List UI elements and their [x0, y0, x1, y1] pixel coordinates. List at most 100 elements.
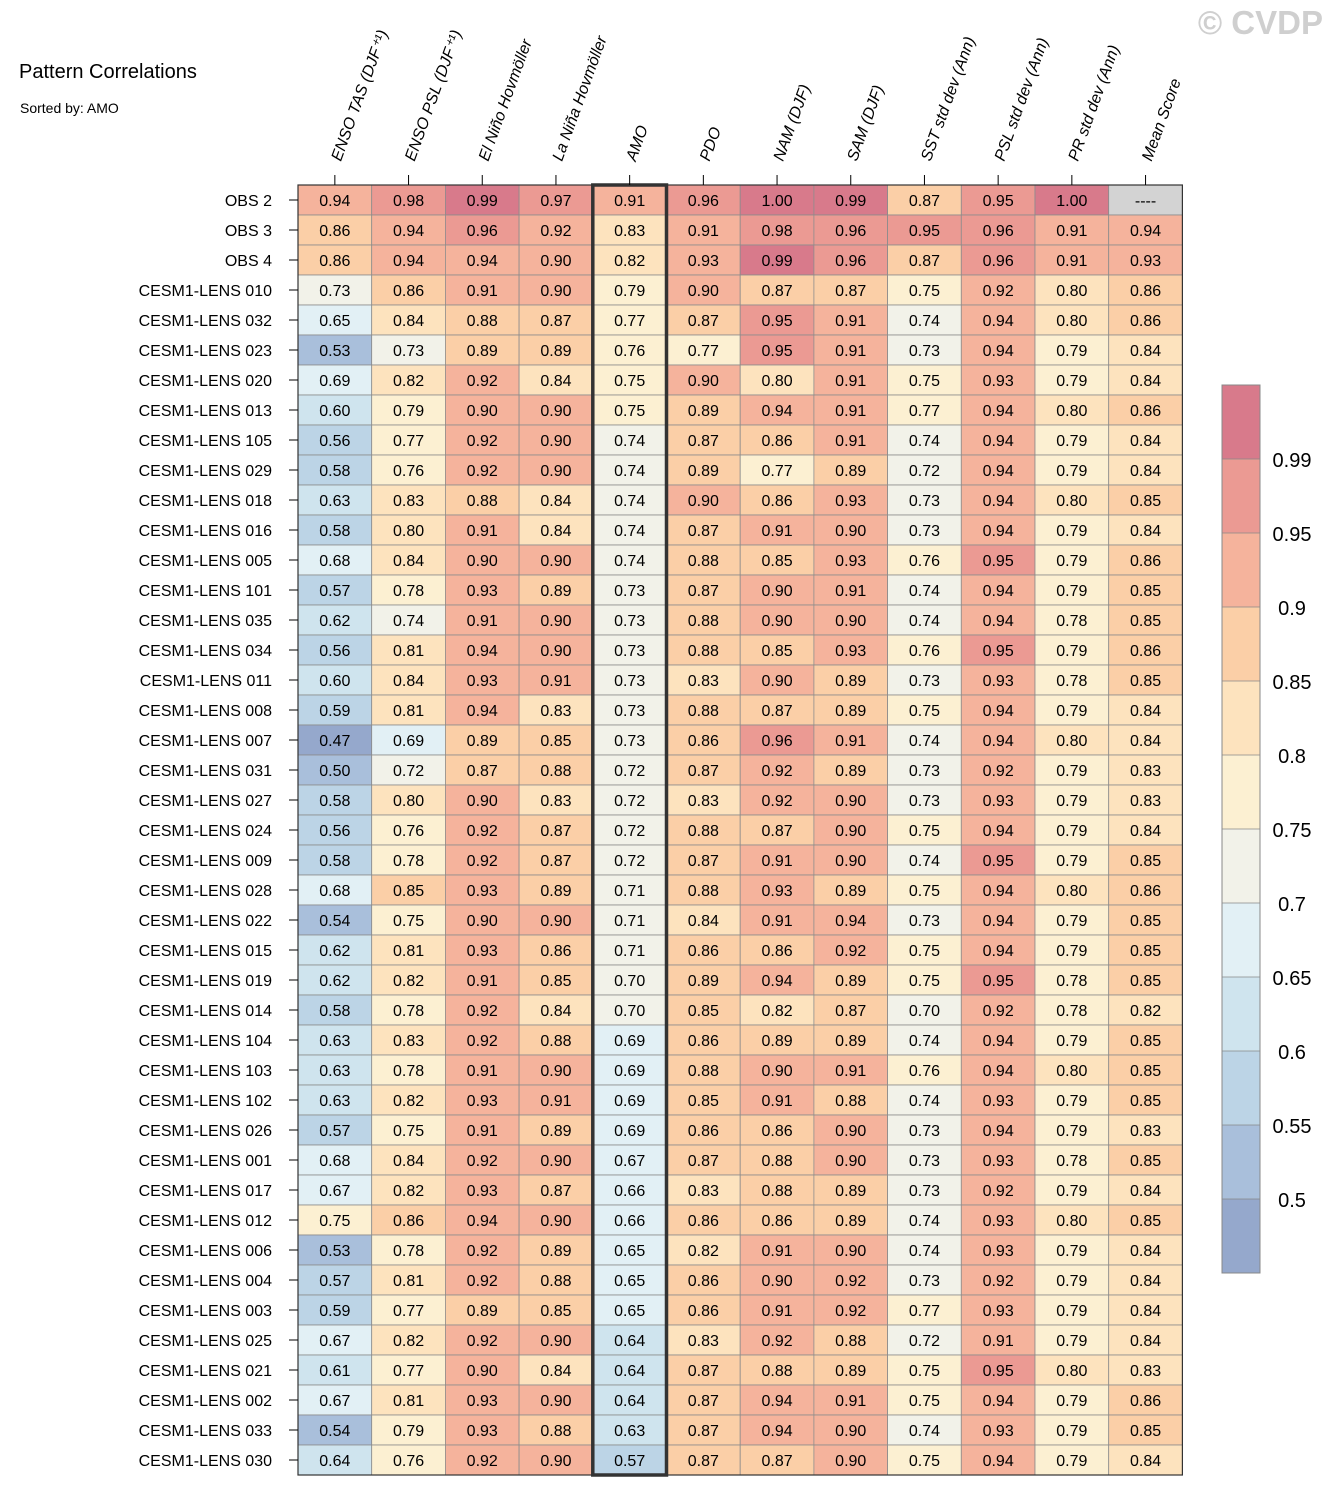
heatmap-cell: [444, 1294, 520, 1326]
cell-value-label: 0.75: [909, 283, 940, 300]
heatmap-cell: [1108, 304, 1183, 336]
heatmap-cell: [371, 1234, 446, 1266]
cell-value-label: 0.90: [761, 673, 792, 690]
heatmap-cell: [960, 424, 1036, 456]
cell-value-label: 0.97: [540, 193, 571, 210]
heatmap-cell: [739, 1234, 815, 1266]
cell-value-label: 0.84: [1130, 463, 1161, 480]
heatmap-cell: [371, 694, 446, 726]
cell-value-label: 0.85: [1130, 583, 1161, 600]
heatmap-cell: [813, 1084, 889, 1116]
cell-value-label: 0.92: [467, 853, 498, 870]
cell-value-label: 0.69: [614, 1093, 645, 1110]
cell-value-label: 0.92: [540, 223, 571, 240]
cell-value-label: 0.59: [319, 703, 350, 720]
heatmap-cell: [518, 874, 594, 906]
heatmap-cell: [297, 844, 373, 876]
row-label: CESM1-LENS 025: [139, 1333, 272, 1350]
heatmap-cell: [887, 544, 962, 576]
cell-value-label: 0.65: [614, 1243, 645, 1260]
heatmap-cell: [518, 304, 594, 336]
cell-value-label: 0.90: [835, 1243, 866, 1260]
cell-value-label: 0.80: [1056, 493, 1087, 510]
heatmap-cell: [666, 1054, 741, 1086]
cell-value-label: 0.92: [835, 1273, 866, 1290]
cell-value-label: 0.91: [467, 523, 498, 540]
cell-value-label: 0.94: [319, 193, 350, 210]
cell-value-label: 0.75: [393, 913, 424, 930]
cell-value-label: 0.92: [467, 1243, 498, 1260]
cell-value-label: 0.73: [909, 913, 940, 930]
cell-value-label: 0.87: [688, 1153, 719, 1170]
cell-value-label: 0.78: [1056, 673, 1087, 690]
cell-value-label: 0.90: [540, 613, 571, 630]
column-label: PR std dev (Ann): [1066, 43, 1124, 163]
cell-value-label: 0.76: [909, 643, 940, 660]
cell-value-label: 0.58: [319, 463, 350, 480]
cell-value-label: 0.98: [393, 193, 424, 210]
heatmap-cell: [887, 814, 962, 846]
heatmap-cell: [297, 1294, 373, 1326]
cell-value-label: 0.79: [1056, 1093, 1087, 1110]
heatmap-cell: [960, 874, 1036, 906]
heatmap-cell: [739, 634, 815, 666]
heatmap-cell: [1034, 544, 1110, 576]
cell-value-label: 0.78: [1056, 613, 1087, 630]
row-label: OBS 2: [225, 193, 272, 210]
heatmap-cell: [444, 754, 520, 786]
cell-value-label: 0.86: [319, 223, 350, 240]
cell-value-label: 0.74: [614, 493, 645, 510]
heatmap-cell: [297, 1264, 373, 1296]
heatmap-cell: [518, 934, 594, 966]
cell-value-label: 0.99: [761, 253, 792, 270]
cell-value-label: 0.79: [1056, 1303, 1087, 1320]
cell-value-label: 0.90: [761, 1063, 792, 1080]
cell-value-label: 0.88: [540, 1423, 571, 1440]
cell-value-label: 0.91: [761, 1093, 792, 1110]
row-label: CESM1-LENS 008: [139, 703, 272, 720]
colorbar-segment: [1222, 1051, 1260, 1125]
cell-value-label: 0.85: [393, 883, 424, 900]
cell-value-label: 0.91: [467, 1063, 498, 1080]
cell-value-label: 0.91: [983, 1333, 1014, 1350]
cell-value-label: 0.93: [983, 793, 1014, 810]
heatmap-cell: [813, 1054, 889, 1086]
cell-value-label: ----: [1135, 193, 1156, 210]
cell-value-label: 0.79: [1056, 463, 1087, 480]
cell-value-label: 0.96: [983, 223, 1014, 240]
heatmap-cell: [813, 1354, 889, 1386]
heatmap-cell: [592, 634, 667, 666]
cell-value-label: 0.83: [688, 793, 719, 810]
cell-value-label: 0.79: [1056, 823, 1087, 840]
cell-value-label: 0.73: [909, 763, 940, 780]
colorbar-label: 0.75: [1273, 820, 1312, 842]
heatmap-cell: [739, 784, 815, 816]
cell-value-label: 0.92: [467, 1033, 498, 1050]
cell-value-label: 0.82: [393, 973, 424, 990]
heatmap-cell: [592, 1084, 667, 1116]
colorbar-segment: [1222, 385, 1260, 459]
cell-value-label: 0.87: [688, 1453, 719, 1470]
cell-value-label: 0.92: [761, 1333, 792, 1350]
row-label: CESM1-LENS 011: [140, 673, 272, 690]
cell-value-label: 0.70: [614, 973, 645, 990]
row-label: CESM1-LENS 101: [139, 583, 272, 600]
cell-value-label: 0.84: [1130, 1333, 1161, 1350]
heatmap-cell: [518, 514, 594, 546]
cell-value-label: 0.71: [614, 883, 645, 900]
cell-value-label: 0.90: [540, 463, 571, 480]
heatmap-cell: [813, 1204, 889, 1236]
heatmap-cell: [666, 1024, 741, 1056]
cell-value-label: 0.86: [688, 1273, 719, 1290]
cell-value-label: 0.78: [1056, 1003, 1087, 1020]
heatmap-cell: [1108, 1234, 1183, 1266]
heatmap-cell: [444, 214, 520, 246]
heatmap-cell: [887, 1174, 962, 1206]
heatmap-cell: [887, 214, 962, 246]
heatmap-cell: [518, 214, 594, 246]
heatmap-cell: [960, 1234, 1036, 1266]
cell-value-label: 0.72: [909, 1333, 940, 1350]
cell-value-label: 0.89: [540, 883, 571, 900]
heatmap-cell: [1034, 214, 1110, 246]
